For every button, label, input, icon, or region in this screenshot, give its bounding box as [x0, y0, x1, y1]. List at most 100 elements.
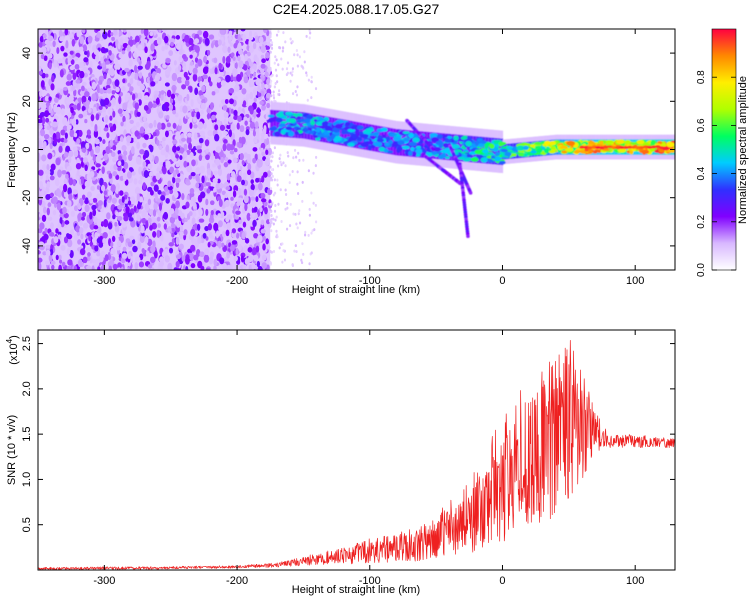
- heat-cell: [122, 78, 126, 84]
- heat-cell: [204, 37, 210, 46]
- heat-cell: [147, 101, 153, 109]
- heat-cell: [48, 137, 52, 145]
- heat-cell: [276, 164, 280, 168]
- heat-cell: [296, 64, 300, 68]
- heat-cell: [295, 222, 298, 226]
- heat-cell: [269, 154, 272, 158]
- heat-cell: [261, 104, 266, 111]
- heat-cell: [172, 30, 177, 36]
- heat-cell: [270, 94, 273, 98]
- heat-cell: [153, 94, 158, 99]
- heat-cell: [66, 97, 71, 105]
- heat-cell: [191, 159, 196, 167]
- heat-cell: [220, 99, 227, 104]
- heat-cell: [376, 141, 383, 147]
- heat-cell: [175, 162, 180, 168]
- heat-cell: [307, 169, 310, 173]
- heat-cell: [46, 125, 51, 131]
- heat-cell: [76, 202, 81, 209]
- heat-cell: [147, 198, 152, 206]
- heat-cell: [255, 127, 260, 134]
- heat-cell: [267, 118, 274, 123]
- heat-cell: [630, 141, 638, 145]
- heat-cell: [86, 191, 92, 198]
- heat-cell: [169, 208, 175, 215]
- heat-cell: [49, 192, 55, 198]
- heat-cell: [174, 207, 179, 216]
- heat-cell: [314, 203, 317, 207]
- heat-cell: [111, 197, 117, 204]
- heat-cell: [172, 87, 176, 96]
- heat-cell: [259, 42, 263, 47]
- heat-cell: [67, 239, 73, 248]
- heat-cell: [242, 100, 247, 107]
- heat-cell: [123, 150, 128, 156]
- heat-cell: [135, 156, 142, 165]
- heat-cell: [69, 50, 74, 55]
- heat-cell: [316, 127, 321, 133]
- heat-cell: [229, 42, 233, 47]
- heat-cell: [205, 148, 210, 153]
- heat-cell: [246, 169, 252, 176]
- heat-cell: [122, 115, 126, 123]
- heat-cell: [167, 262, 173, 270]
- heat-cell: [166, 89, 172, 98]
- heat-cell: [104, 114, 109, 124]
- heat-cell: [238, 219, 243, 224]
- heat-cell: [270, 229, 273, 233]
- heat-cell: [78, 129, 83, 137]
- heat-cell: [181, 53, 187, 60]
- heat-cell: [55, 254, 59, 261]
- heat-cell: [139, 175, 144, 181]
- heat-cell: [216, 120, 221, 126]
- heat-cell: [238, 48, 243, 55]
- heat-cell: [253, 97, 257, 103]
- heat-cell: [105, 146, 111, 155]
- heat-cell: [265, 137, 270, 146]
- heat-cell: [278, 93, 281, 97]
- heat-cell: [81, 95, 87, 103]
- heat-cell: [54, 97, 59, 103]
- heat-cell: [179, 147, 185, 154]
- heat-cell: [184, 256, 190, 265]
- heat-cell: [47, 35, 54, 42]
- heat-cell: [121, 144, 127, 151]
- heat-cell: [108, 195, 112, 201]
- heat-cell: [45, 194, 51, 201]
- heat-cell: [291, 67, 295, 71]
- heat-cell: [117, 262, 122, 269]
- heat-cell: [288, 181, 291, 185]
- heat-cell: [183, 143, 188, 151]
- heat-cell: [113, 29, 118, 36]
- heat-cell: [127, 241, 133, 248]
- heat-cell: [43, 55, 48, 62]
- heat-cell: [99, 87, 104, 95]
- heat-cell: [308, 262, 311, 266]
- heat-cell: [168, 189, 174, 195]
- heat-cell: [105, 60, 110, 65]
- heat-cell: [44, 260, 51, 266]
- heat-cell: [112, 171, 118, 177]
- heat-cell: [237, 55, 241, 62]
- heat-cell: [109, 68, 115, 77]
- heat-cell: [91, 204, 97, 210]
- heat-cell: [149, 225, 153, 231]
- heat-cell: [228, 36, 233, 41]
- heat-cell: [278, 123, 286, 128]
- heat-cell: [214, 67, 218, 75]
- heat-cell: [232, 56, 236, 61]
- heat-cell: [38, 212, 43, 218]
- heat-cell: [251, 200, 257, 209]
- heat-cell: [115, 186, 119, 195]
- heat-cell: [438, 154, 444, 160]
- heat-cell: [255, 245, 260, 253]
- heat-cell: [289, 202, 292, 206]
- heat-cell: [148, 153, 153, 161]
- heat-cell: [273, 209, 277, 213]
- heat-cell: [136, 214, 141, 222]
- heat-cell: [282, 249, 285, 253]
- heat-cell: [175, 254, 181, 260]
- heat-cell: [89, 159, 94, 166]
- heat-cell: [270, 172, 273, 176]
- heat-cell: [186, 132, 193, 138]
